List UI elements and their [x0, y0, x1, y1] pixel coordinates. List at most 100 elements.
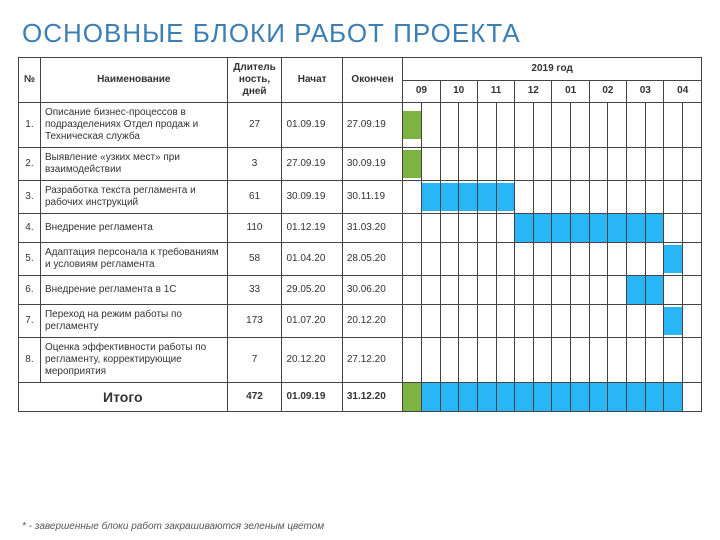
month-header: 01 — [552, 80, 589, 103]
month-header: 11 — [477, 80, 514, 103]
gantt-cell — [683, 214, 702, 243]
gantt-cell — [533, 214, 552, 243]
gantt-cell — [440, 243, 459, 276]
gantt-cell — [552, 276, 571, 305]
gantt-cell — [664, 383, 683, 412]
gantt-cell — [627, 383, 646, 412]
month-header: 12 — [515, 80, 552, 103]
gantt-cell — [645, 338, 664, 383]
gantt-cell — [515, 276, 534, 305]
gantt-cell — [571, 181, 590, 214]
gantt-cell — [533, 276, 552, 305]
gantt-cell — [403, 103, 422, 148]
gantt-cell — [627, 103, 646, 148]
gantt-cell — [533, 243, 552, 276]
gantt-cell — [496, 383, 515, 412]
gantt-cell — [515, 148, 534, 181]
month-header: 03 — [627, 80, 664, 103]
gantt-cell — [645, 214, 664, 243]
gantt-cell — [645, 383, 664, 412]
gantt-cell — [608, 103, 627, 148]
gantt-cell — [608, 338, 627, 383]
gantt-cell — [440, 383, 459, 412]
gantt-cell — [683, 103, 702, 148]
gantt-cell — [552, 214, 571, 243]
gantt-cell — [664, 338, 683, 383]
gantt-cell — [477, 103, 496, 148]
gantt-cell — [589, 148, 608, 181]
gantt-cell — [496, 243, 515, 276]
gantt-cell — [552, 338, 571, 383]
gantt-cell — [533, 181, 552, 214]
table-row: 2.Выявление «узких мест» при взаимодейст… — [19, 148, 702, 181]
gantt-cell — [589, 383, 608, 412]
gantt-cell — [440, 338, 459, 383]
gantt-cell — [459, 214, 478, 243]
gantt-cell — [496, 305, 515, 338]
col-year: 2019 год — [403, 58, 702, 81]
table-row: 4.Внедрение регламента11001.12.1931.03.2… — [19, 214, 702, 243]
month-header: 10 — [440, 80, 477, 103]
col-start: Начат — [282, 58, 342, 103]
gantt-cell — [533, 338, 552, 383]
gantt-cell — [608, 181, 627, 214]
gantt-cell — [496, 338, 515, 383]
total-row: Итого47201.09.1931.12.20 — [19, 383, 702, 412]
gantt-cell — [459, 383, 478, 412]
gantt-cell — [403, 214, 422, 243]
gantt-cell — [664, 243, 683, 276]
gantt-cell — [515, 181, 534, 214]
gantt-cell — [664, 214, 683, 243]
gantt-cell — [589, 276, 608, 305]
gantt-cell — [421, 276, 440, 305]
gantt-cell — [683, 305, 702, 338]
gantt-cell — [571, 103, 590, 148]
gantt-cell — [627, 243, 646, 276]
gantt-cell — [477, 243, 496, 276]
gantt-cell — [664, 103, 683, 148]
gantt-cell — [627, 214, 646, 243]
gantt-cell — [440, 214, 459, 243]
gantt-cell — [496, 148, 515, 181]
gantt-cell — [645, 276, 664, 305]
gantt-cell — [664, 305, 683, 338]
gantt-cell — [403, 276, 422, 305]
gantt-cell — [627, 148, 646, 181]
gantt-cell — [683, 276, 702, 305]
gantt-cell — [645, 103, 664, 148]
gantt-cell — [459, 103, 478, 148]
gantt-cell — [533, 305, 552, 338]
gantt-cell — [515, 214, 534, 243]
gantt-cell — [477, 214, 496, 243]
gantt-cell — [477, 181, 496, 214]
gantt-cell — [664, 148, 683, 181]
gantt-cell — [421, 338, 440, 383]
gantt-cell — [589, 243, 608, 276]
gantt-cell — [589, 103, 608, 148]
gantt-cell — [571, 305, 590, 338]
gantt-cell — [683, 338, 702, 383]
gantt-cell — [683, 383, 702, 412]
gantt-cell — [496, 103, 515, 148]
table-row: 7.Переход на режим работы по регламенту1… — [19, 305, 702, 338]
gantt-cell — [477, 383, 496, 412]
gantt-cell — [459, 276, 478, 305]
col-finish: Окончен — [342, 58, 402, 103]
gantt-cell — [421, 103, 440, 148]
gantt-cell — [664, 181, 683, 214]
gantt-cell — [515, 338, 534, 383]
gantt-cell — [571, 338, 590, 383]
gantt-cell — [664, 276, 683, 305]
gantt-cell — [515, 305, 534, 338]
gantt-cell — [403, 243, 422, 276]
gantt-cell — [515, 243, 534, 276]
gantt-cell — [552, 103, 571, 148]
gantt-cell — [515, 103, 534, 148]
gantt-cell — [627, 338, 646, 383]
gantt-cell — [440, 305, 459, 338]
table-row: 8.Оценка эффективности работы по регламе… — [19, 338, 702, 383]
month-header: 04 — [664, 80, 702, 103]
gantt-cell — [403, 383, 422, 412]
col-name: Наименование — [40, 58, 227, 103]
gantt-cell — [608, 305, 627, 338]
